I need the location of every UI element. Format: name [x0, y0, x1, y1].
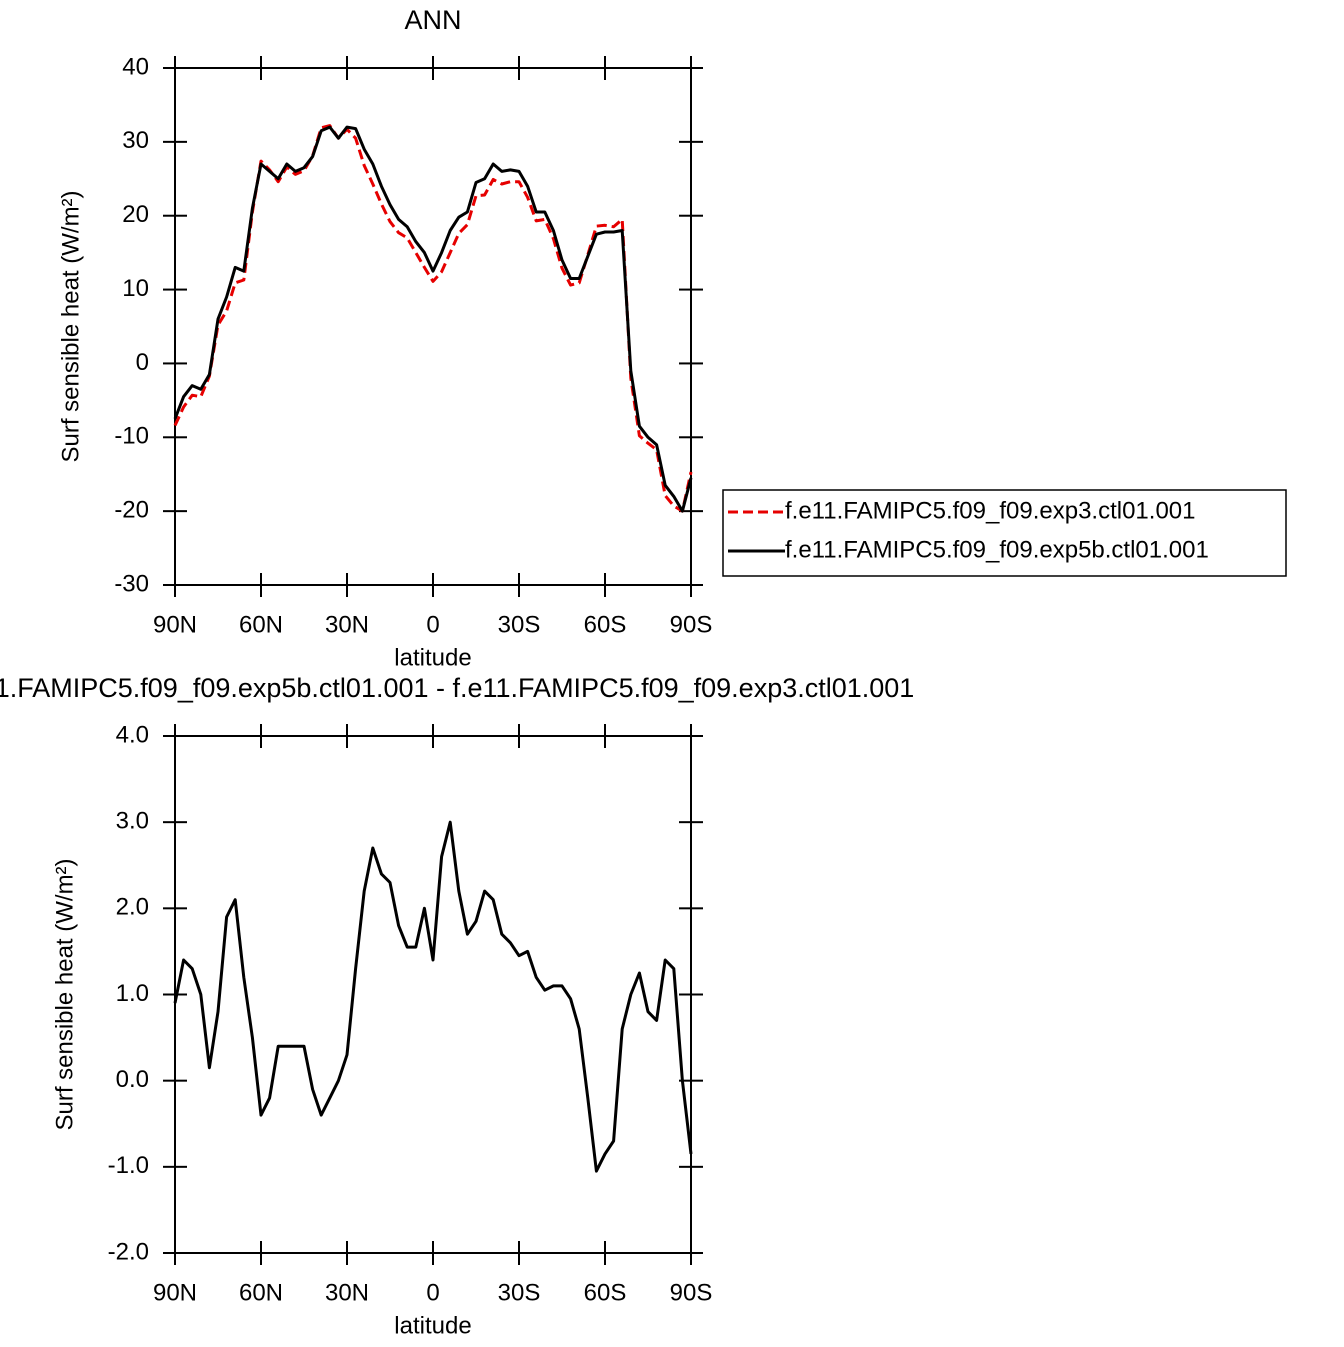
x-tick-label: 90S: [670, 611, 713, 638]
chart-title: f.e11.FAMIPC5.f09_f09.exp5b.ctl01.001 - …: [0, 673, 914, 703]
x-tick-label: 90S: [670, 1279, 713, 1306]
x-tick-label: 30S: [498, 611, 541, 638]
y-tick-label: 10: [122, 275, 149, 302]
x-tick-label: 60N: [239, 1279, 283, 1306]
y-tick-label: -20: [114, 496, 149, 523]
plot-frame: [174, 67, 692, 586]
x-axis-label: latitude: [394, 644, 471, 671]
chart-title: ANN: [404, 5, 461, 35]
data-line: [173, 124, 693, 513]
y-tick-label: 2.0: [116, 894, 149, 921]
x-axis-label: latitude: [394, 1312, 471, 1339]
y-tick-label: 0.0: [116, 1066, 149, 1093]
legend-box: [722, 489, 1287, 577]
x-tick-label: 60S: [584, 1279, 627, 1306]
y-tick-label: 3.0: [116, 808, 149, 835]
x-tick-label: 30S: [498, 1279, 541, 1306]
y-tick-label: -2.0: [108, 1238, 149, 1265]
y-tick-label: -1.0: [108, 1152, 149, 1179]
y-tick-label: 0: [136, 349, 149, 376]
y-tick-label: -30: [114, 570, 149, 597]
plot-frame: [174, 735, 692, 1254]
x-tick-label: 30N: [325, 1279, 369, 1306]
y-tick-label: 40: [122, 53, 149, 80]
y-tick-label: -10: [114, 423, 149, 450]
data-line: [173, 820, 693, 1173]
legend-label: f.e11.FAMIPC5.f09_f09.exp5b.ctl01.001: [785, 536, 1209, 563]
x-tick-label: 30N: [325, 611, 369, 638]
y-axis-label: Surf sensible heat (W/m²): [51, 858, 78, 1130]
y-tick-label: 30: [122, 127, 149, 154]
y-tick-label: 20: [122, 201, 149, 228]
y-tick-label: 1.0: [116, 980, 149, 1007]
x-tick-label: 60N: [239, 611, 283, 638]
y-axis-label: Surf sensible heat (W/m²): [57, 190, 84, 462]
legend-label: f.e11.FAMIPC5.f09_f09.exp3.ctl01.001: [785, 497, 1195, 524]
x-tick-label: 0: [426, 611, 439, 638]
legend: f.e11.FAMIPC5.f09_f09.exp3.ctl01.001 f.e1…: [722, 489, 1287, 577]
x-tick-label: 90N: [153, 1279, 197, 1306]
y-tick-label: 4.0: [116, 721, 149, 748]
x-tick-label: 0: [426, 1279, 439, 1306]
x-tick-label: 60S: [584, 611, 627, 638]
data-line: [173, 125, 693, 513]
x-tick-label: 90N: [153, 611, 197, 638]
